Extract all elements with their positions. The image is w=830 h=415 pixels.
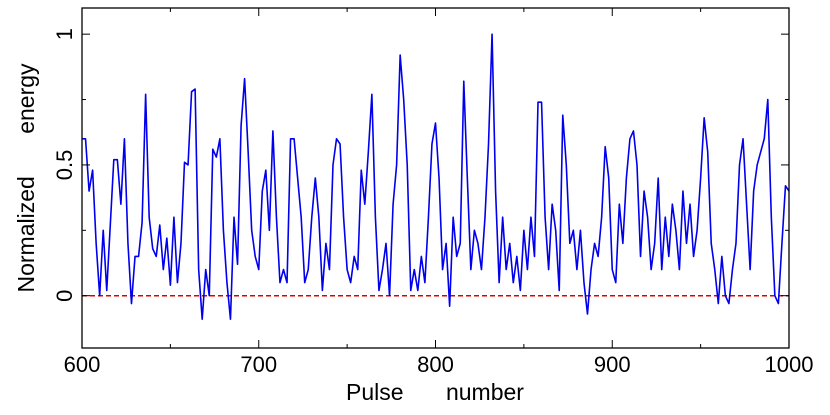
y-tick-label: 1 (52, 28, 77, 40)
data-line (82, 33, 790, 321)
x-axis-label: Pulse number (346, 379, 524, 405)
y-axis-label: Normalized energy (13, 63, 39, 293)
x-tick-label: 700 (240, 352, 277, 377)
plot-frame (81, 7, 790, 349)
x-tick-label: 600 (64, 352, 101, 377)
y-tick-label: 0.5 (52, 150, 77, 181)
x-tick-label: 900 (594, 352, 631, 377)
y-tick-label: 0 (52, 290, 77, 302)
x-tick-label: 1000 (765, 352, 814, 377)
x-tick-label: 800 (417, 352, 454, 377)
